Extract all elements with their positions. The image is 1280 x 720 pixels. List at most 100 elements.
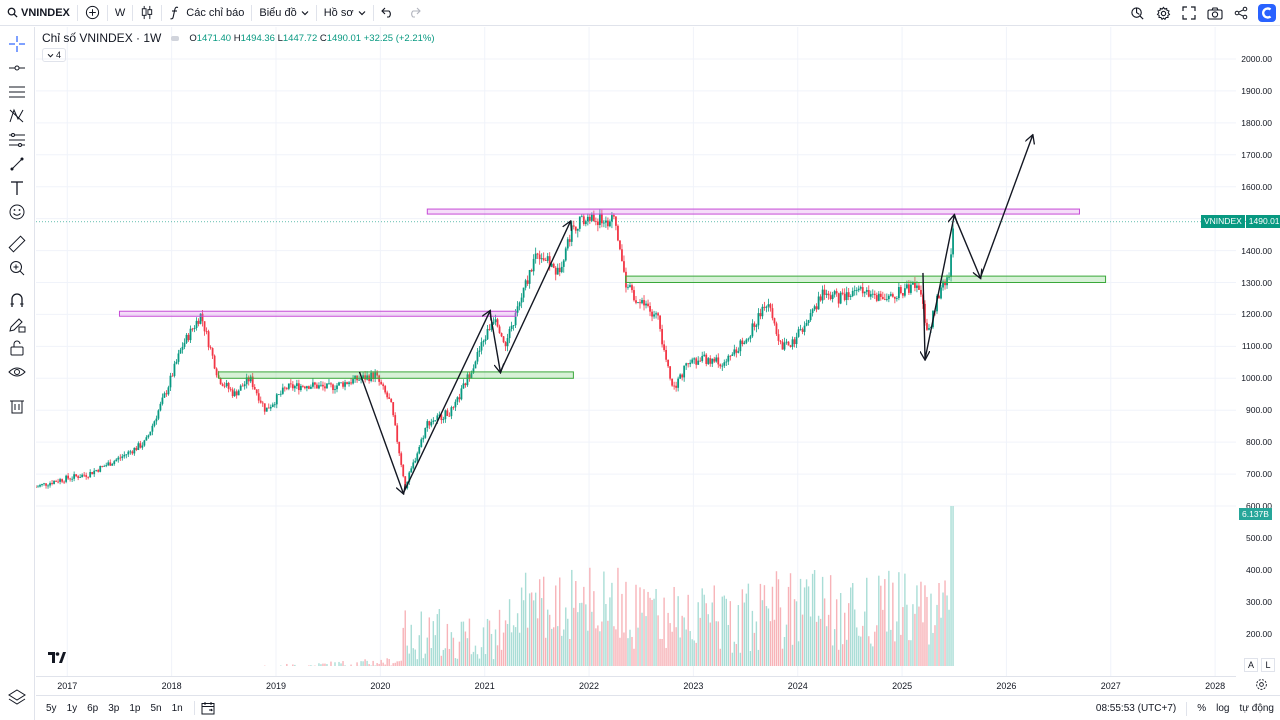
- legend-toggle-button[interactable]: 4: [42, 48, 66, 62]
- candle-body: [946, 277, 948, 286]
- hide-drawings-tool[interactable]: [7, 362, 27, 382]
- price-scale-label: 400.00: [1246, 565, 1272, 575]
- undo-icon: [380, 7, 391, 18]
- volume-bar: [326, 664, 328, 666]
- volume-bar: [749, 651, 752, 666]
- candle-body: [87, 476, 90, 478]
- volume-bar: [934, 625, 936, 666]
- candle-body: [857, 288, 860, 291]
- time-axis[interactable]: 2017 2018 2019 2020 2021 2022 2023 2024 2025 2026…: [36, 676, 1236, 694]
- pattern-tool[interactable]: [7, 106, 27, 126]
- candle-body: [470, 372, 473, 378]
- volume-bar: [559, 577, 561, 666]
- magnet-tool[interactable]: [7, 290, 27, 310]
- candle-body: [372, 372, 375, 379]
- quick-search-button[interactable]: [1124, 0, 1150, 26]
- auto-scale-toggle[interactable]: tự động: [1239, 703, 1275, 714]
- volume-bar: [866, 577, 868, 666]
- forecast-tool[interactable]: [7, 130, 27, 150]
- percent-scale-toggle[interactable]: %: [1197, 703, 1207, 714]
- candle-body: [187, 334, 190, 341]
- candle-body: [687, 363, 690, 365]
- volume-bar: [910, 640, 912, 666]
- text-tool[interactable]: [7, 178, 27, 198]
- candle-body: [649, 306, 651, 312]
- symbol-search-button[interactable]: VNINDEX: [0, 0, 77, 26]
- trash-icon: [10, 400, 24, 414]
- indicators-button[interactable]: Các chỉ báo: [162, 0, 251, 26]
- trend-arrow: [953, 215, 980, 277]
- emoji-tool[interactable]: [7, 202, 27, 222]
- chart-type-button[interactable]: [133, 0, 161, 26]
- crosshair-tool[interactable]: [7, 34, 27, 54]
- price-scale-label: 1100.00: [1241, 341, 1272, 352]
- redo-button[interactable]: [401, 0, 428, 26]
- range-button-5y[interactable]: 5y: [46, 702, 57, 714]
- series-title[interactable]: Chỉ số VNINDEX · 1W: [42, 31, 162, 45]
- candle-body: [303, 386, 306, 389]
- candle-body: [564, 248, 567, 261]
- candle-body: [45, 483, 47, 486]
- ruler-tool[interactable]: [7, 234, 27, 254]
- timezone-clock[interactable]: 08:55:53 (UTC+7): [1095, 703, 1177, 714]
- fib-tool[interactable]: [7, 82, 27, 102]
- brush-tool[interactable]: [7, 154, 27, 174]
- volume-bar: [779, 607, 782, 666]
- volume-bar: [763, 585, 766, 666]
- range-button-6p[interactable]: 6p: [87, 702, 99, 714]
- zoom-tool[interactable]: [7, 258, 27, 278]
- candle-body: [506, 338, 509, 347]
- share-button[interactable]: [1228, 0, 1254, 26]
- volume-bar: [547, 609, 549, 666]
- profile-menu-button[interactable]: Hồ sơ: [317, 0, 373, 26]
- last-price-value: 1490.01: [1245, 215, 1280, 228]
- interval-button[interactable]: W: [114, 6, 126, 19]
- volume-bar: [711, 602, 713, 666]
- lock-draw-tool[interactable]: [7, 314, 27, 334]
- price-chart[interactable]: [36, 27, 1236, 676]
- range-button-1p[interactable]: 1p: [129, 702, 141, 714]
- price-scale-label: 1200.00: [1241, 309, 1272, 320]
- layout-menu-button[interactable]: Biểu đồ: [252, 0, 315, 26]
- axis-settings-button[interactable]: [1255, 678, 1269, 692]
- volume-bar: [868, 636, 870, 666]
- candle-body: [799, 329, 802, 331]
- price-scale[interactable]: 2000.001900.001800.001700.001600.001500.…: [1236, 27, 1280, 675]
- range-button-5n[interactable]: 5n: [150, 702, 162, 714]
- candle-body: [910, 284, 912, 293]
- date-range-button[interactable]: [201, 701, 215, 715]
- volume-bar: [575, 581, 577, 666]
- remove-drawings-tool[interactable]: [7, 396, 27, 416]
- range-button-3p[interactable]: 3p: [108, 702, 120, 714]
- range-button-1n[interactable]: 1n: [171, 702, 183, 714]
- compare-symbol-button[interactable]: [78, 0, 107, 26]
- price-scale-label: 800.00: [1246, 437, 1272, 448]
- candle-body: [57, 481, 59, 483]
- range-button-1y[interactable]: 1y: [66, 702, 78, 714]
- volume-bar: [872, 646, 874, 666]
- log-scale-button[interactable]: L: [1261, 658, 1275, 672]
- auto-scale-button[interactable]: A: [1244, 658, 1258, 672]
- snapshot-button[interactable]: [1202, 0, 1228, 26]
- volume-bar: [928, 644, 930, 666]
- volume-bar: [613, 626, 615, 666]
- lock-all-tool[interactable]: [7, 338, 27, 358]
- candle-body: [340, 382, 342, 384]
- fullscreen-button[interactable]: [1176, 0, 1202, 26]
- trend-line-tool[interactable]: [7, 58, 27, 78]
- candle-body: [522, 287, 525, 298]
- candle-body: [590, 214, 593, 221]
- candle-body: [153, 421, 156, 426]
- candle-body: [709, 358, 712, 364]
- volume-bar: [735, 644, 738, 666]
- candle-body: [825, 293, 828, 295]
- candle-body: [897, 287, 900, 299]
- volume-bar: [880, 585, 882, 666]
- undo-button[interactable]: [374, 0, 401, 26]
- log-scale-toggle[interactable]: log: [1216, 703, 1230, 714]
- candle-body: [548, 256, 551, 267]
- candle-body: [508, 329, 511, 339]
- object-tree-tool[interactable]: [7, 687, 27, 707]
- candle-body: [312, 382, 314, 387]
- settings-button[interactable]: [1150, 0, 1176, 26]
